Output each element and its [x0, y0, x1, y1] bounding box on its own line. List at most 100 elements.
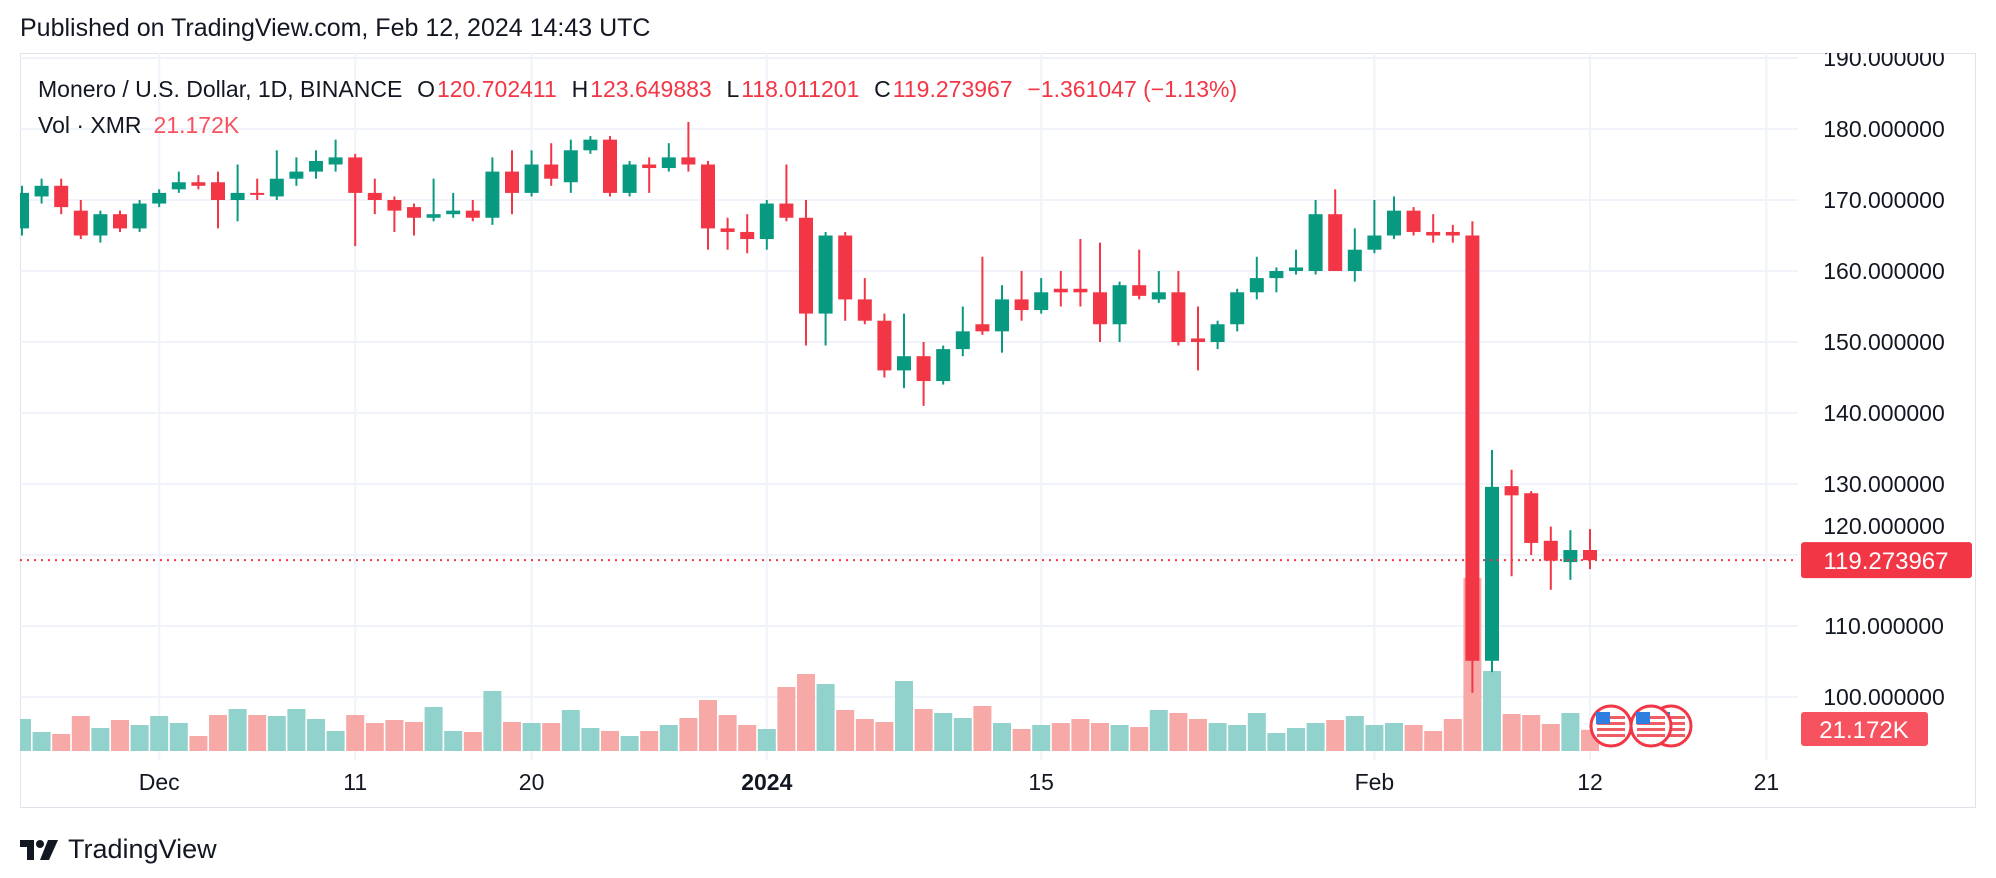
candle[interactable] [583, 136, 598, 154]
candle[interactable] [1347, 228, 1362, 282]
candle[interactable] [348, 153, 363, 247]
candle[interactable] [681, 121, 696, 172]
candle[interactable] [995, 285, 1009, 353]
candle[interactable] [1445, 224, 1460, 243]
candle[interactable] [1171, 271, 1186, 346]
candle[interactable] [720, 217, 735, 250]
candle[interactable] [211, 171, 225, 229]
y-tick-label: 160.000000 [1823, 258, 1945, 284]
candle[interactable] [1210, 320, 1225, 350]
volume-bar [1130, 727, 1149, 751]
candle[interactable] [309, 150, 323, 179]
candle[interactable] [367, 178, 382, 215]
candle[interactable] [1093, 242, 1107, 342]
candle[interactable] [1543, 526, 1558, 590]
candle[interactable] [740, 214, 755, 254]
candle[interactable] [113, 210, 127, 232]
candle[interactable] [289, 157, 304, 186]
candle[interactable] [328, 139, 343, 172]
candle[interactable] [524, 150, 539, 197]
candle[interactable] [603, 136, 617, 197]
candle[interactable] [759, 200, 774, 250]
candle[interactable] [1563, 530, 1578, 580]
candle[interactable] [73, 200, 88, 240]
candle[interactable] [877, 313, 892, 378]
candle[interactable] [1583, 529, 1597, 570]
candle[interactable] [1132, 249, 1147, 300]
candle[interactable] [838, 231, 853, 321]
candle[interactable] [1524, 491, 1539, 555]
candle[interactable] [1387, 196, 1401, 240]
candle[interactable] [250, 178, 265, 200]
candle[interactable] [1034, 278, 1049, 314]
volume-bar [816, 684, 835, 751]
candle[interactable] [622, 160, 637, 197]
candle[interactable] [191, 175, 206, 190]
candle[interactable] [544, 143, 559, 186]
candle[interactable] [465, 200, 480, 222]
candle[interactable] [857, 278, 872, 325]
chart-frame[interactable] [20, 53, 1976, 808]
candle[interactable] [936, 345, 951, 385]
symbol-title[interactable]: Monero / U.S. Dollar, 1D, BINANCE [38, 76, 403, 102]
volume-label[interactable]: Vol · XMR [38, 112, 142, 138]
candle[interactable] [563, 139, 578, 193]
candle[interactable] [975, 256, 990, 335]
candle[interactable] [799, 200, 813, 346]
candle[interactable] [1249, 256, 1264, 300]
volume-bar [1149, 710, 1168, 751]
candle[interactable] [1073, 239, 1088, 307]
volume-bar [1287, 728, 1305, 751]
candle[interactable] [955, 306, 970, 357]
candle[interactable] [1328, 189, 1343, 271]
last-volume-label: 21.172K [1819, 717, 1908, 744]
candle[interactable] [1367, 200, 1382, 254]
candle[interactable] [818, 231, 833, 346]
volume-bar [659, 725, 678, 751]
candle-body [583, 139, 598, 151]
candle-body [1132, 285, 1147, 296]
candle[interactable] [1191, 306, 1205, 371]
candle-body [818, 235, 833, 314]
candle[interactable] [446, 192, 461, 218]
candle[interactable] [171, 171, 186, 193]
candle[interactable] [269, 150, 284, 200]
candle[interactable] [54, 178, 69, 215]
candle[interactable] [661, 143, 676, 172]
candle[interactable] [642, 157, 657, 193]
candle[interactable] [152, 189, 167, 208]
candle[interactable] [1426, 214, 1441, 243]
candle[interactable] [1014, 271, 1029, 321]
candle[interactable] [505, 150, 519, 215]
us-flag-icon[interactable] [1589, 704, 1633, 748]
candle[interactable] [1465, 221, 1480, 693]
candle[interactable] [1308, 200, 1323, 275]
candle[interactable] [132, 200, 147, 232]
candle[interactable] [1230, 288, 1245, 332]
us-flag-icon[interactable] [1629, 704, 1673, 748]
candle-body [1112, 285, 1127, 325]
candle[interactable] [897, 313, 911, 389]
footer-brand[interactable]: TradingView [20, 834, 217, 865]
candle[interactable] [1112, 281, 1127, 342]
volume-bar [169, 723, 188, 751]
volume-bar [993, 723, 1011, 751]
candle[interactable] [426, 178, 441, 222]
candle[interactable] [779, 164, 794, 222]
candle[interactable] [1504, 469, 1519, 577]
candle[interactable] [916, 342, 931, 406]
candle[interactable] [34, 178, 49, 204]
candle[interactable] [1406, 207, 1421, 236]
candle[interactable] [20, 185, 29, 236]
candle[interactable] [407, 203, 421, 236]
candle[interactable] [701, 160, 715, 250]
candle[interactable] [230, 164, 245, 222]
candle[interactable] [1151, 271, 1166, 303]
candle[interactable] [485, 157, 500, 225]
candle[interactable] [387, 196, 402, 232]
candle[interactable] [1269, 267, 1284, 293]
candle[interactable] [93, 210, 108, 243]
candle[interactable] [1053, 271, 1068, 307]
candle[interactable] [1289, 249, 1303, 275]
